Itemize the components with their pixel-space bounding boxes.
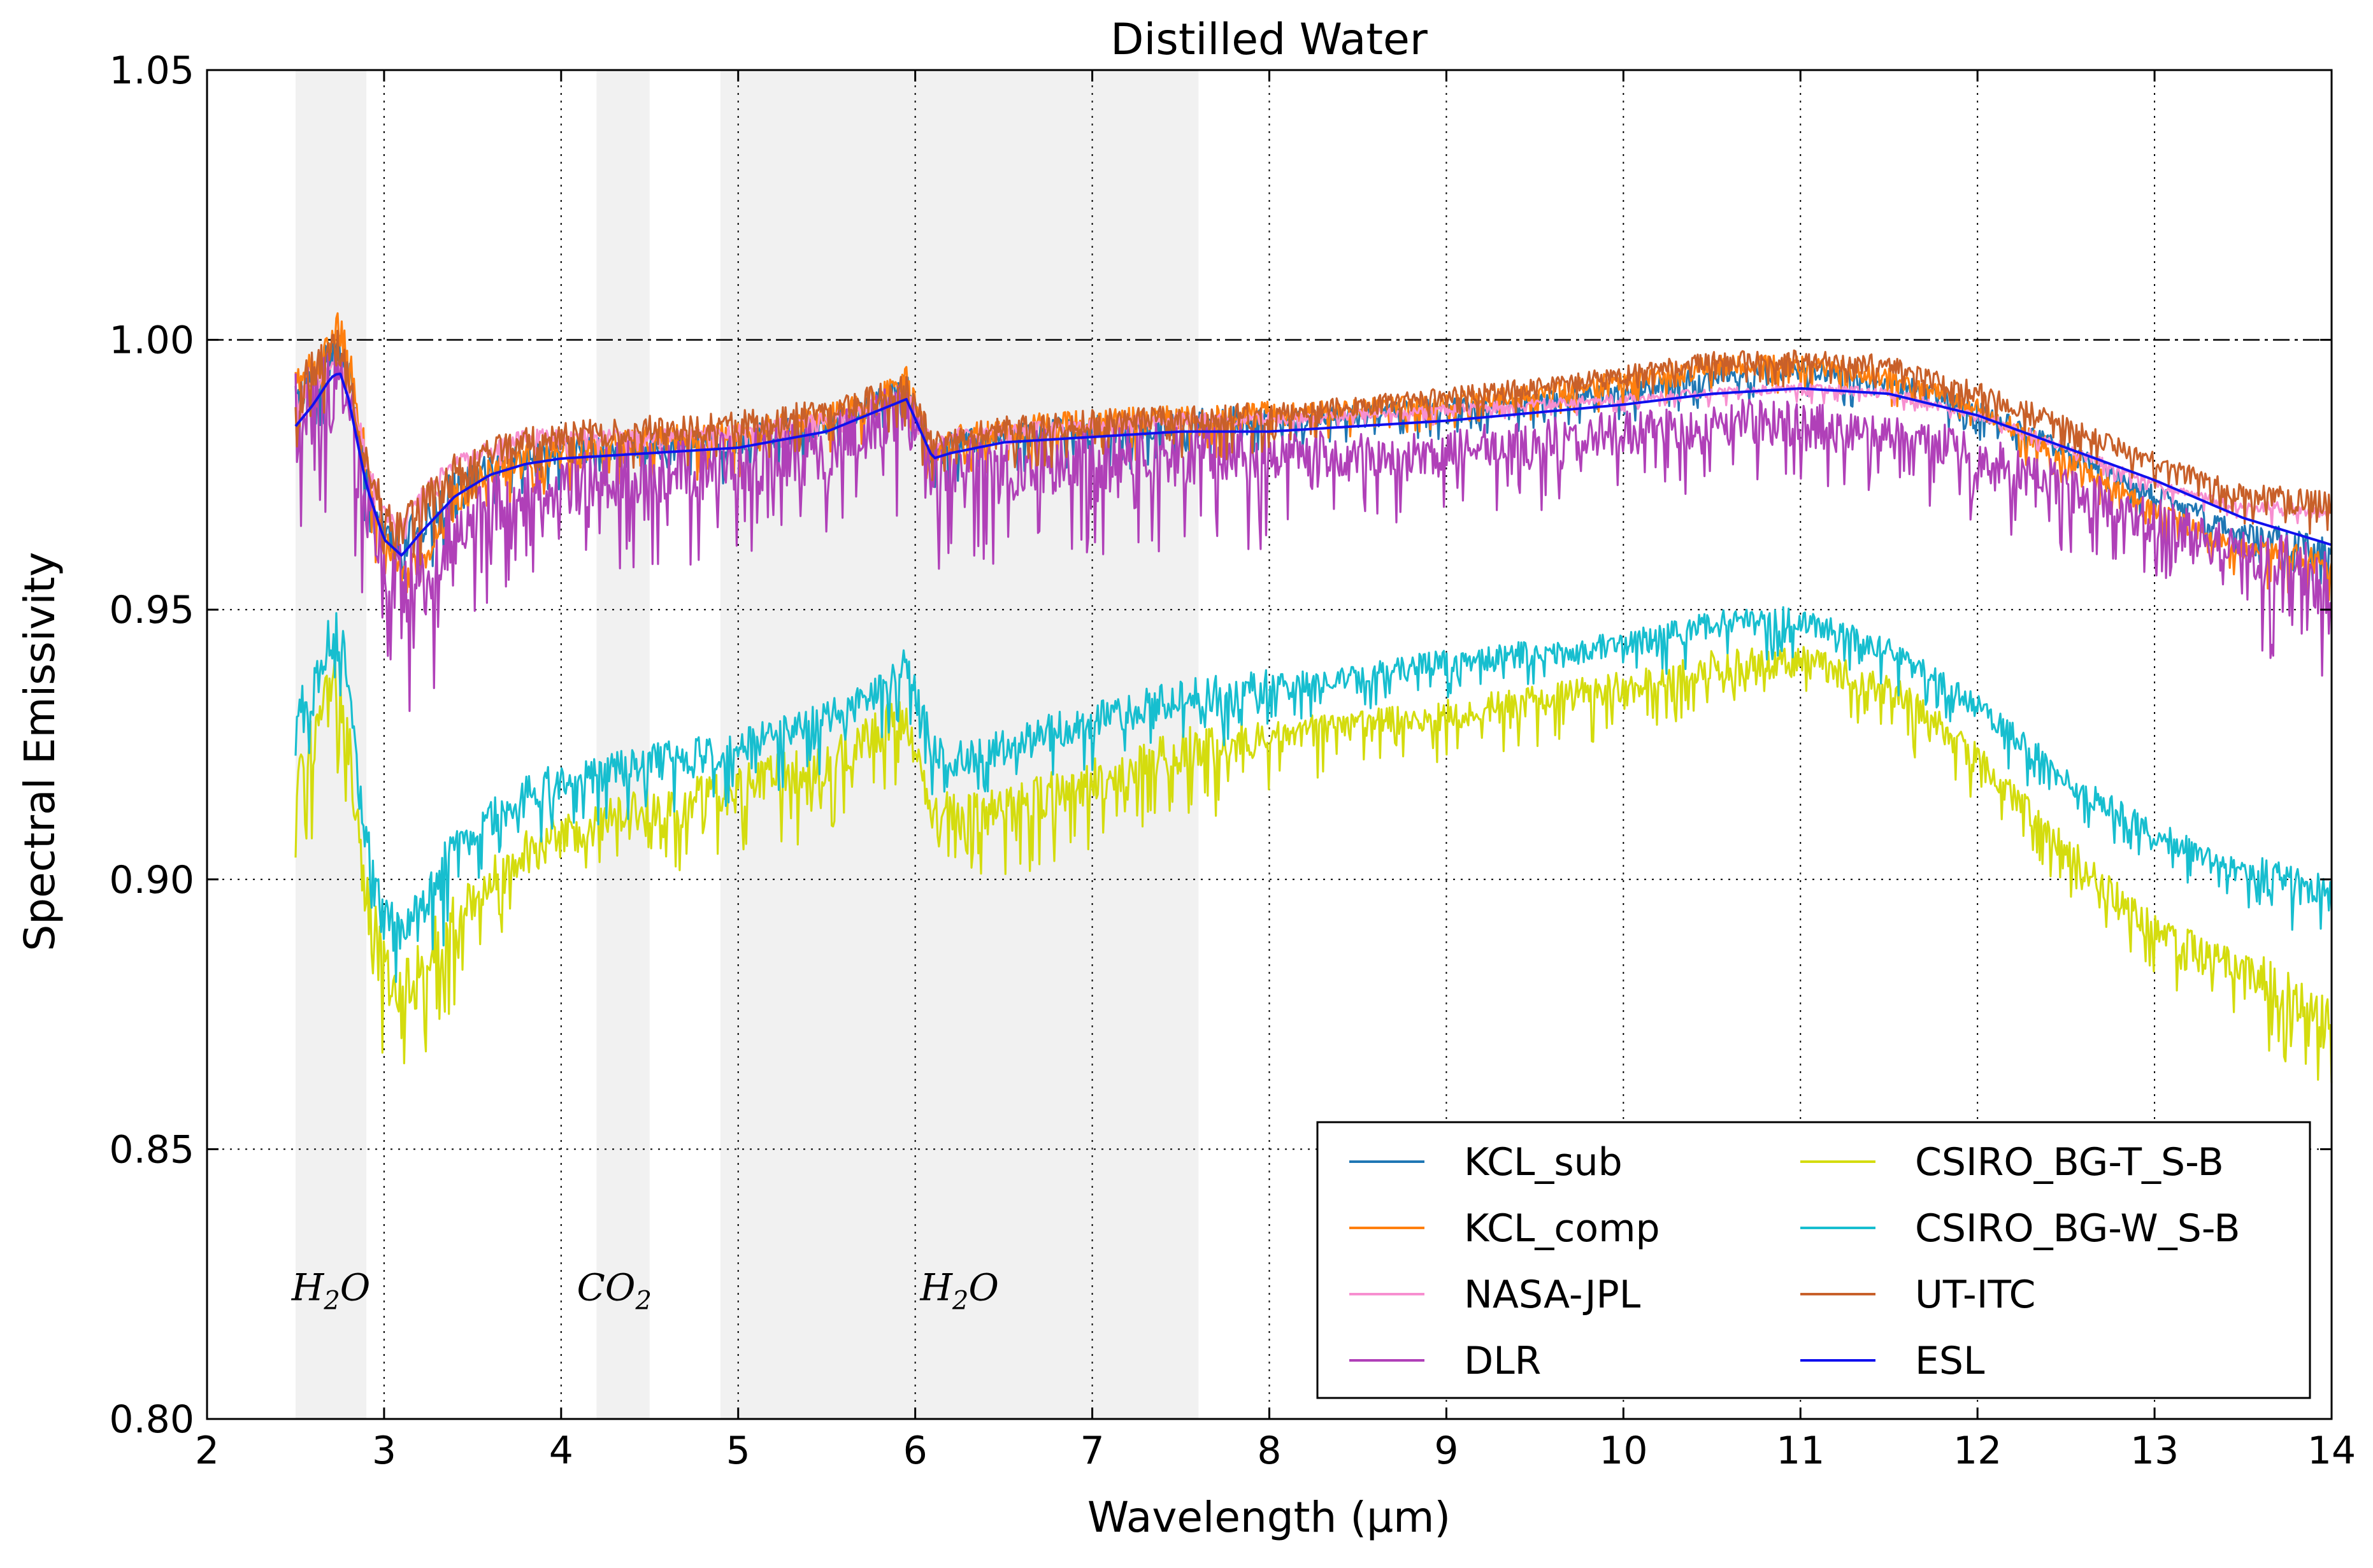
series-line-CSIRO_BG-T_S-B: [294, 646, 2333, 1083]
x-tick-label: 6: [903, 1429, 928, 1473]
y-tick-label: 1.05: [109, 48, 194, 93]
x-tick-label: 2: [195, 1429, 219, 1473]
legend-label: UT-ITC: [1915, 1272, 2035, 1317]
x-tick-label: 13: [2130, 1429, 2179, 1473]
x-tick-label: 9: [1434, 1429, 1458, 1473]
band-label: CO2: [577, 1266, 652, 1316]
series-line-UT-ITC: [294, 329, 2333, 566]
legend-label: KCL_sub: [1464, 1140, 1623, 1185]
x-tick-label: 8: [1257, 1429, 1281, 1473]
y-tick-label: 0.90: [109, 858, 194, 902]
y-axis-ticks: 0.80 0.85 0.90 0.95 1.00 1.05: [109, 48, 2332, 1442]
x-tick-label: 11: [1776, 1429, 1825, 1473]
series-line-CSIRO_BG-W_S-B: [294, 606, 2333, 983]
legend: KCL_sub KCL_comp NASA-JPL DLR CSIRO_BG-T_S-B…: [1316, 1121, 2311, 1399]
x-tick-label: 7: [1080, 1429, 1104, 1473]
legend-box: [1316, 1121, 2311, 1399]
series-line-ESL: [294, 373, 2332, 557]
x-tick-label: 3: [372, 1429, 396, 1473]
band-label: H2O: [291, 1266, 371, 1316]
x-axis-title: Wavelength (μm): [1087, 1493, 1451, 1542]
legend-label: CSIRO_BG-W_S-B: [1915, 1206, 2240, 1251]
series-line-DLR: [294, 350, 2333, 712]
y-tick-label: 1.00: [109, 318, 194, 363]
x-tick-label: 14: [2307, 1429, 2356, 1473]
legend-label: NASA-JPL: [1464, 1272, 1641, 1317]
y-tick-label: 0.85: [109, 1127, 194, 1172]
x-tick-label: 4: [549, 1429, 573, 1473]
legend-label: CSIRO_BG-T_S-B: [1915, 1140, 2224, 1185]
absorption-bands: [295, 70, 1199, 1419]
absorption-band-1: [596, 70, 650, 1419]
legend-label: DLR: [1464, 1339, 1541, 1383]
x-axis-ticks: 2 3 4 5 6 7 8 9 10 11 12 13 14: [195, 70, 2356, 1473]
x-tick-label: 12: [1953, 1429, 2002, 1473]
legend-label: ESL: [1915, 1339, 1985, 1383]
x-tick-label: 5: [726, 1429, 750, 1473]
band-labels: H2O CO2 H2O: [291, 1266, 999, 1316]
y-tick-label: 0.80: [109, 1397, 194, 1442]
band-label: H2O: [919, 1266, 999, 1316]
y-axis-title: Spectral Emissivity: [15, 552, 64, 951]
series-lines: [294, 312, 2333, 1083]
legend-label: KCL_comp: [1464, 1206, 1660, 1251]
x-tick-label: 10: [1599, 1429, 1647, 1473]
chart-title: Distilled Water: [1110, 15, 1428, 65]
y-tick-label: 0.95: [109, 588, 194, 632]
